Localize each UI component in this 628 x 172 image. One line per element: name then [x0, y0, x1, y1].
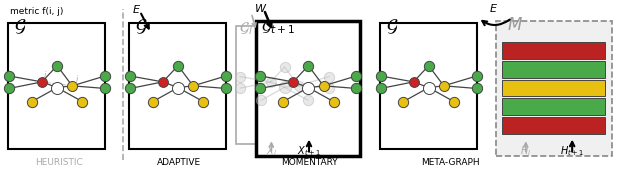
- Point: [27, 100, 37, 103]
- Point: [100, 87, 110, 90]
- Text: $X_l$: $X_l$: [266, 144, 277, 158]
- Text: $\mathcal{G}$: $\mathcal{G}$: [14, 18, 27, 36]
- Point: [77, 100, 87, 103]
- Text: $E$: $E$: [133, 3, 141, 15]
- Text: $E$: $E$: [489, 2, 499, 14]
- Text: $\mathcal{G}$: $\mathcal{G}$: [386, 18, 399, 36]
- Point: [318, 84, 328, 87]
- Point: [125, 75, 135, 77]
- Point: [173, 86, 183, 89]
- Point: [279, 86, 290, 89]
- Point: [303, 64, 313, 67]
- Point: [324, 87, 334, 89]
- Point: [303, 86, 313, 89]
- FancyBboxPatch shape: [8, 23, 106, 149]
- Text: $H_l$: $H_l$: [520, 144, 531, 158]
- Point: [351, 87, 361, 90]
- Text: $X_{t+1}$: $X_{t+1}$: [297, 144, 321, 158]
- Point: [303, 99, 313, 102]
- Point: [148, 100, 158, 103]
- Point: [376, 75, 386, 77]
- Point: [67, 84, 77, 87]
- Point: [439, 84, 449, 87]
- Point: [236, 87, 246, 89]
- FancyBboxPatch shape: [236, 26, 333, 144]
- Point: [376, 87, 386, 90]
- Point: [472, 87, 482, 90]
- Point: [424, 86, 434, 89]
- Bar: [502, 80, 605, 96]
- Text: $W$: $W$: [254, 2, 268, 14]
- Bar: [502, 61, 605, 78]
- Bar: [502, 99, 605, 115]
- Point: [236, 75, 246, 78]
- Text: metric f(i, j): metric f(i, j): [10, 7, 63, 16]
- Text: ADAPTIVE: ADAPTIVE: [156, 158, 201, 166]
- Point: [398, 100, 408, 103]
- Point: [100, 75, 110, 77]
- Point: [256, 87, 266, 90]
- Point: [256, 99, 266, 102]
- Text: $i$: $i$: [43, 69, 48, 80]
- Point: [288, 80, 298, 83]
- Point: [328, 100, 338, 103]
- Point: [408, 80, 418, 83]
- Text: $M$: $M$: [507, 16, 523, 34]
- Point: [266, 81, 276, 83]
- Point: [256, 75, 266, 77]
- Point: [125, 87, 135, 90]
- Point: [351, 75, 361, 77]
- Point: [449, 100, 459, 103]
- Text: HEURISTIC: HEURISTIC: [35, 158, 83, 166]
- Point: [221, 87, 231, 90]
- Point: [424, 64, 434, 67]
- Point: [472, 75, 482, 77]
- Text: $\mathcal{G}_l$: $\mathcal{G}_l$: [239, 20, 253, 37]
- Point: [4, 87, 14, 90]
- Point: [278, 100, 288, 103]
- Text: $\mathcal{G}_{t+1}$: $\mathcal{G}_{t+1}$: [261, 19, 295, 35]
- Text: META-GRAPH: META-GRAPH: [421, 158, 480, 166]
- Point: [4, 75, 14, 77]
- Text: $\mathcal{G}$: $\mathcal{G}$: [136, 18, 148, 36]
- Point: [158, 80, 168, 83]
- Point: [221, 75, 231, 77]
- Point: [279, 66, 290, 68]
- Point: [173, 64, 183, 67]
- FancyBboxPatch shape: [495, 21, 612, 156]
- Point: [52, 86, 62, 89]
- Point: [324, 75, 334, 78]
- FancyBboxPatch shape: [256, 21, 360, 156]
- Text: $j$: $j$: [75, 73, 80, 86]
- FancyBboxPatch shape: [129, 23, 226, 149]
- Point: [52, 64, 62, 67]
- Point: [37, 80, 47, 83]
- Point: [293, 84, 303, 87]
- FancyBboxPatch shape: [380, 23, 477, 149]
- Text: $H_{t+1}$: $H_{t+1}$: [560, 144, 584, 158]
- Text: MOMENTARY: MOMENTARY: [281, 158, 337, 166]
- Point: [198, 100, 208, 103]
- Bar: [502, 42, 605, 59]
- Point: [188, 84, 198, 87]
- Bar: [502, 117, 605, 134]
